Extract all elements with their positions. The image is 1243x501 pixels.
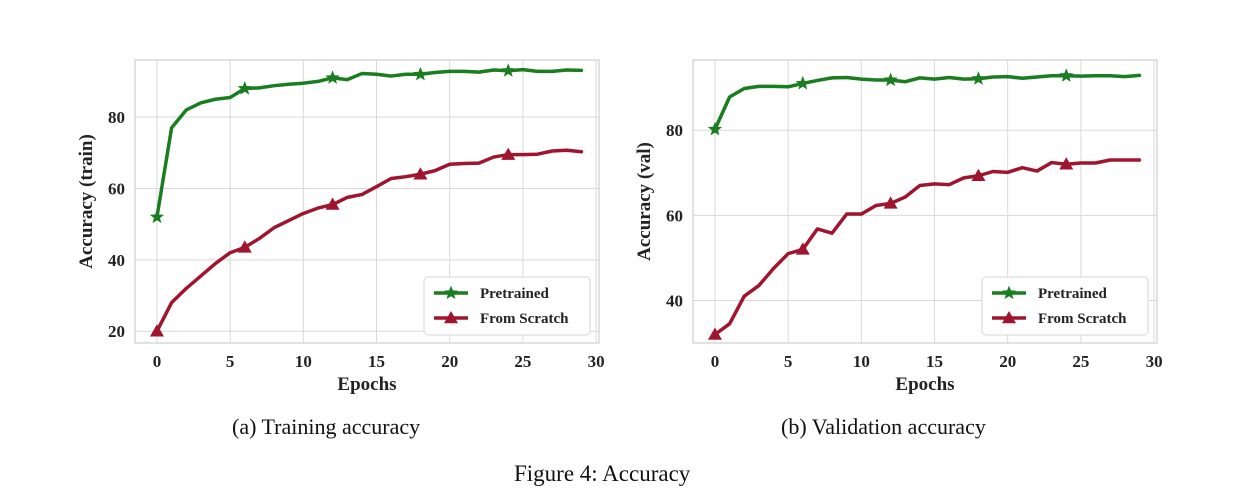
data-point-marker [237,81,252,95]
legend-item: Pretrained [992,285,1108,302]
series-line [713,158,1142,337]
series-line [155,148,584,333]
data-point-marker [795,242,810,255]
x-tick-label: 15 [368,352,385,371]
plot-frame [692,59,1158,344]
legend: Pretrained From Scratch [981,276,1149,336]
data-point-marker [325,197,340,210]
legend-marker [444,311,458,324]
x-tick-label: 25 [514,352,531,371]
data-point-marker [149,209,165,224]
data-point-marker [971,168,986,182]
legend-marker [443,285,459,300]
figure-caption: Figure 4: Accuracy [514,461,691,486]
plot-frame [134,59,600,344]
x-tick-label: 30 [588,352,605,371]
data-point-marker [237,240,252,253]
subfigure-caption-a: (a) Training accuracy [232,414,421,439]
legend-marker [1002,311,1016,324]
legend: Pretrained From Scratch [423,276,591,336]
legend-item: From Scratch [434,311,569,327]
x-tick-label: 20 [441,352,458,371]
series-pretrained [149,63,584,224]
series-pretrained [707,68,1142,136]
data-point-marker [883,196,898,209]
data-point-marker [1059,157,1074,170]
x-tick-label: 10 [295,352,312,371]
plot-area [135,60,599,343]
x-tick-label: 15 [926,352,943,371]
legend-item: From Scratch [992,311,1127,327]
data-point-marker [795,75,810,90]
x-tick-label: 5 [226,352,235,371]
x-tick-label: 5 [784,352,793,371]
x-tick-label: 20 [999,352,1016,371]
y-axis-label: Accuracy (train) [76,134,97,269]
y-tick-label: 80 [666,121,683,140]
legend-label: From Scratch [480,311,569,327]
subfigure-caption-b: (b) Validation accuracy [781,414,986,439]
series-from-scratch [149,147,584,337]
y-tick-label: 80 [108,108,125,127]
data-point-marker [325,70,340,84]
y-axis-label: Accuracy (val) [634,142,655,261]
data-point-marker [971,71,986,85]
series-line [155,67,584,219]
legend-label: From Scratch [1038,311,1127,327]
data-point-marker [707,327,722,340]
data-point-marker [501,63,516,77]
data-point-marker [1059,68,1074,82]
x-axis-label: Epochs [895,374,954,395]
x-tick-label: 10 [853,352,870,371]
data-point-marker [707,121,723,136]
x-tick-label: 25 [1072,352,1089,371]
y-tick-label: 60 [108,179,125,198]
y-tick-label: 60 [666,206,683,225]
y-tick-label: 40 [666,291,683,310]
x-axis-label: Epochs [337,374,396,395]
data-point-marker [149,324,164,337]
data-point-marker [501,147,516,160]
legend-label: Pretrained [480,286,550,302]
y-tick-label: 40 [108,251,125,270]
legend-marker [1001,285,1017,300]
legend-label: Pretrained [1038,286,1108,302]
legend-box [423,276,591,336]
data-point-marker [413,167,428,180]
legend-box [981,276,1149,336]
plot-area [693,60,1157,343]
x-tick-label: 0 [711,352,720,371]
data-point-marker [883,72,898,87]
y-tick-label: 20 [108,322,125,341]
x-tick-label: 0 [153,352,162,371]
x-tick-label: 30 [1146,352,1163,371]
legend-item: Pretrained [434,285,550,302]
series-line [713,73,1142,132]
data-point-marker [413,66,428,81]
series-from-scratch [707,157,1142,340]
